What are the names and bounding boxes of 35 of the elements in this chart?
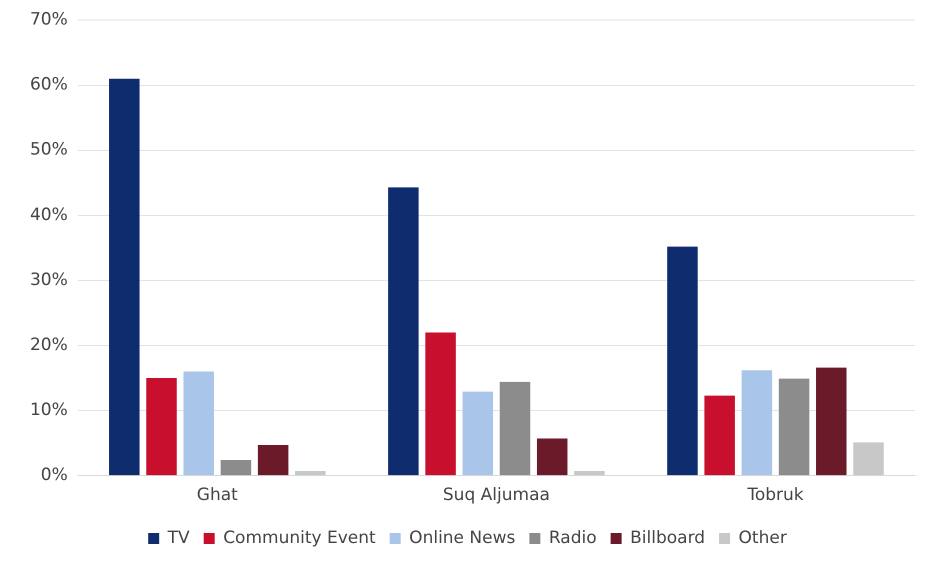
bar: [574, 471, 605, 476]
legend-label: TV: [166, 528, 190, 548]
x-tick-label: Ghat: [196, 485, 238, 506]
bar: [183, 372, 214, 476]
bar: [853, 442, 884, 476]
y-tick-label: 10%: [30, 400, 68, 420]
legend-label: Online News: [409, 528, 516, 548]
legend-label: Radio: [548, 528, 597, 548]
bar: [778, 378, 810, 476]
y-tick-label: 30%: [30, 270, 68, 290]
bar: [536, 438, 568, 476]
bar: [462, 392, 494, 476]
bar: [146, 378, 177, 476]
x-tick-label: Suq Aljumaa: [442, 485, 550, 506]
y-tick-label: 20%: [30, 334, 68, 355]
bar: [258, 445, 288, 476]
y-tick-label: 40%: [30, 204, 68, 225]
y-tick-label: 70%: [30, 10, 68, 30]
y-tick-label: 60%: [30, 74, 68, 95]
bar: [500, 382, 530, 476]
x-tick-label: Tobruk: [746, 485, 804, 506]
bar: [816, 368, 847, 476]
legend-label: Community Event: [223, 528, 376, 548]
bar: [109, 78, 140, 476]
bar: [220, 460, 252, 476]
y-tick-label: 50%: [30, 140, 68, 160]
y-tick-label: 0%: [40, 465, 68, 486]
bar: [704, 396, 735, 476]
bar: [742, 370, 772, 476]
bar: [295, 471, 326, 476]
legend-label: Billboard: [630, 528, 706, 548]
bar: [667, 246, 698, 476]
legend-label: Other: [738, 528, 787, 548]
bar: [425, 332, 456, 476]
bar: [388, 187, 419, 476]
